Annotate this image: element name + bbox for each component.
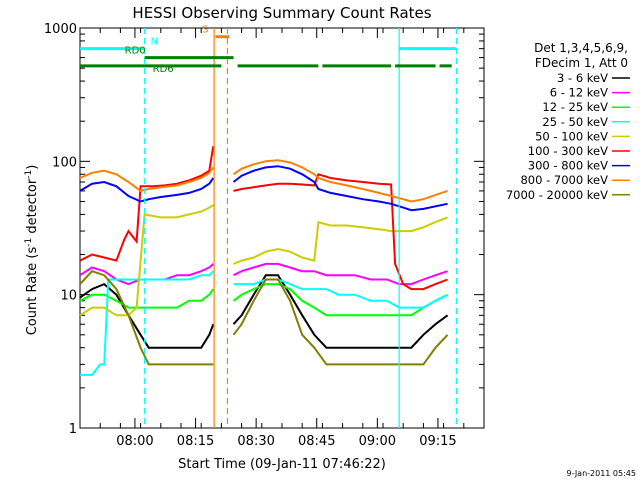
x-tick-label: 09:00 xyxy=(359,434,396,449)
x-tick-label: 08:15 xyxy=(177,434,214,449)
x-tick-label: 08:30 xyxy=(237,434,274,449)
series-line-12-25-kev xyxy=(79,288,215,309)
series-line-300-800-kev xyxy=(232,165,448,212)
y-tick-label: 100 xyxy=(52,155,77,170)
series-line-100-300-kev xyxy=(79,145,215,262)
series-line-25-50-kev xyxy=(233,278,449,309)
y-axis-label-end: ) xyxy=(25,165,40,170)
x-tick-label: 08:45 xyxy=(298,434,335,449)
y-axis: 1 10 100 1000 xyxy=(44,22,484,437)
series-line-50-100-kev xyxy=(233,216,448,265)
y-axis-label-sup1: -1 xyxy=(24,238,34,247)
x-tick-label: 09:15 xyxy=(419,434,456,449)
annotation-layer: N S RD0 RD6 xyxy=(80,25,458,428)
legend-label-12-25-kev: 12 - 25 keV xyxy=(542,100,608,114)
footer-timestamp: 9-Jan-2011 05:45 xyxy=(566,469,636,478)
legend: Det 1,3,4,5,6,9, FDecim 1, Att 0 3 - 6 k… xyxy=(506,41,630,202)
y-tick-label: 1 xyxy=(69,422,77,437)
legend-header-2: FDecim 1, Att 0 xyxy=(535,56,628,70)
flag-label-rd0: RD0 xyxy=(125,46,146,57)
legend-label-25-50-kev: 25 - 50 keV xyxy=(542,115,608,129)
x-axis-label: Start Time (09-Jan-11 07:46:22) xyxy=(178,457,386,472)
series-line-800-7000-kev xyxy=(232,159,448,203)
flag-label-s: S xyxy=(202,25,208,36)
x-tick-label: 08:00 xyxy=(116,434,153,449)
x-axis: 08:00 08:15 08:30 08:45 09:00 09:15 xyxy=(79,28,485,449)
y-axis-label-sup2: -1 xyxy=(24,170,34,179)
chart-title: HESSI Observing Summary Count Rates xyxy=(132,4,431,22)
legend-label-6-12-kev: 6 - 12 keV xyxy=(550,86,608,100)
y-tick-label: 1000 xyxy=(44,22,77,37)
series-line-50-100-kev xyxy=(79,204,214,317)
legend-label-50-100-kev: 50 - 100 keV xyxy=(535,129,608,143)
legend-label-3-6-kev: 3 - 6 keV xyxy=(557,71,608,85)
flag-label-rd6: RD6 xyxy=(153,64,174,75)
series-layer xyxy=(79,145,449,376)
series-line-6-12-kev xyxy=(233,262,448,286)
y-axis-label-mid: detector xyxy=(25,178,40,238)
flag-label-n: N xyxy=(151,37,158,48)
series-line-3-6-kev xyxy=(79,282,215,349)
series-line-3-6-kev xyxy=(232,274,449,349)
legend-label-7000-20000-kev: 7000 - 20000 keV xyxy=(506,188,608,202)
legend-label-800-7000-kev: 800 - 7000 keV xyxy=(520,173,608,187)
series-line-800-7000-kev xyxy=(79,166,215,192)
legend-header-1: Det 1,3,4,5,6,9, xyxy=(534,41,628,55)
series-line-300-800-kev xyxy=(79,177,215,203)
y-tick-label: 10 xyxy=(60,289,77,304)
series-line-25-50-kev xyxy=(80,270,215,376)
series-line-100-300-kev xyxy=(233,173,448,291)
legend-label-100-300-kev: 100 - 300 keV xyxy=(528,144,608,158)
series-line-7000-20000-kev xyxy=(79,270,214,366)
y-axis-label-main: Count Rate (s xyxy=(25,247,40,336)
y-axis-label: Count Rate (s-1 detector-1) xyxy=(24,165,40,336)
series-line-7000-20000-kev xyxy=(232,278,449,366)
legend-label-300-800-kev: 300 - 800 keV xyxy=(528,159,608,173)
